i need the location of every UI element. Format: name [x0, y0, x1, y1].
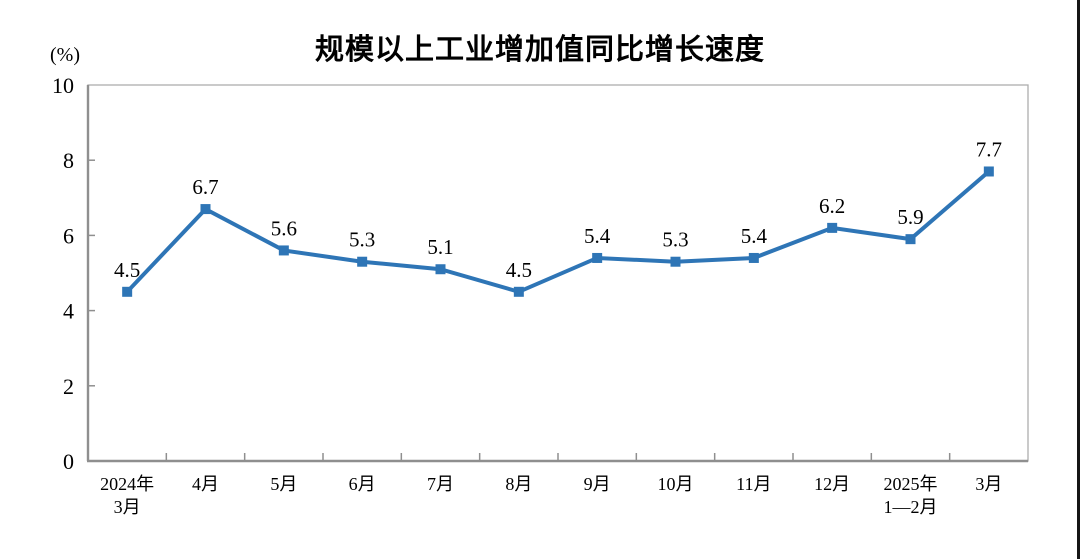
data-point-marker [670, 256, 681, 267]
y-tick-label: 2 [63, 374, 74, 399]
x-category-label: 2025年 1—2月 [884, 474, 938, 517]
data-point-marker [435, 264, 446, 275]
y-axis-unit-label: (%) [50, 44, 80, 66]
data-point-marker [357, 256, 368, 267]
data-point-label: 5.6 [271, 216, 297, 240]
y-tick-label: 6 [63, 223, 74, 248]
x-category-label: 8月 [505, 474, 532, 494]
data-point-label: 7.7 [976, 137, 1002, 161]
x-category-label: 2024年 3月 [100, 474, 154, 517]
data-point-marker [200, 204, 211, 215]
x-category-label: 7月 [427, 474, 454, 494]
data-point-marker [983, 166, 994, 177]
right-edge-line [1077, 0, 1080, 559]
data-point-marker [278, 245, 289, 256]
data-point-marker [592, 252, 603, 263]
data-point-label: 4.5 [506, 258, 532, 282]
data-point-label: 5.3 [662, 228, 688, 252]
data-point-label: 5.3 [349, 228, 375, 252]
data-point-label: 6.2 [819, 194, 845, 218]
data-point-label: 5.1 [427, 235, 453, 259]
y-tick-label: 10 [52, 73, 74, 98]
data-point-label: 5.4 [741, 224, 768, 248]
data-point-marker [122, 286, 133, 297]
data-point-marker [748, 252, 759, 263]
data-point-label: 5.4 [584, 224, 611, 248]
x-category-label: 12月 [814, 474, 850, 494]
data-point-marker [827, 222, 838, 233]
x-category-label: 6月 [349, 474, 376, 494]
y-tick-label: 4 [63, 299, 74, 324]
line-series [125, 169, 991, 294]
y-tick-label: 0 [63, 449, 74, 474]
data-point-marker [513, 286, 524, 297]
data-point-label: 5.9 [897, 205, 923, 229]
x-category-label: 10月 [658, 474, 694, 494]
x-category-label: 11月 [736, 474, 771, 494]
x-category-label: 5月 [270, 474, 297, 494]
data-point-marker [905, 234, 916, 245]
y-tick-label: 8 [63, 148, 74, 173]
x-category-label: 9月 [584, 474, 611, 494]
chart-title: 规模以上工业增加值同比增长速度 [314, 34, 765, 66]
x-category-label: 3月 [975, 474, 1002, 494]
data-point-label: 4.5 [114, 258, 140, 282]
x-category-label: 4月 [192, 474, 219, 494]
data-point-label: 6.7 [192, 175, 218, 199]
